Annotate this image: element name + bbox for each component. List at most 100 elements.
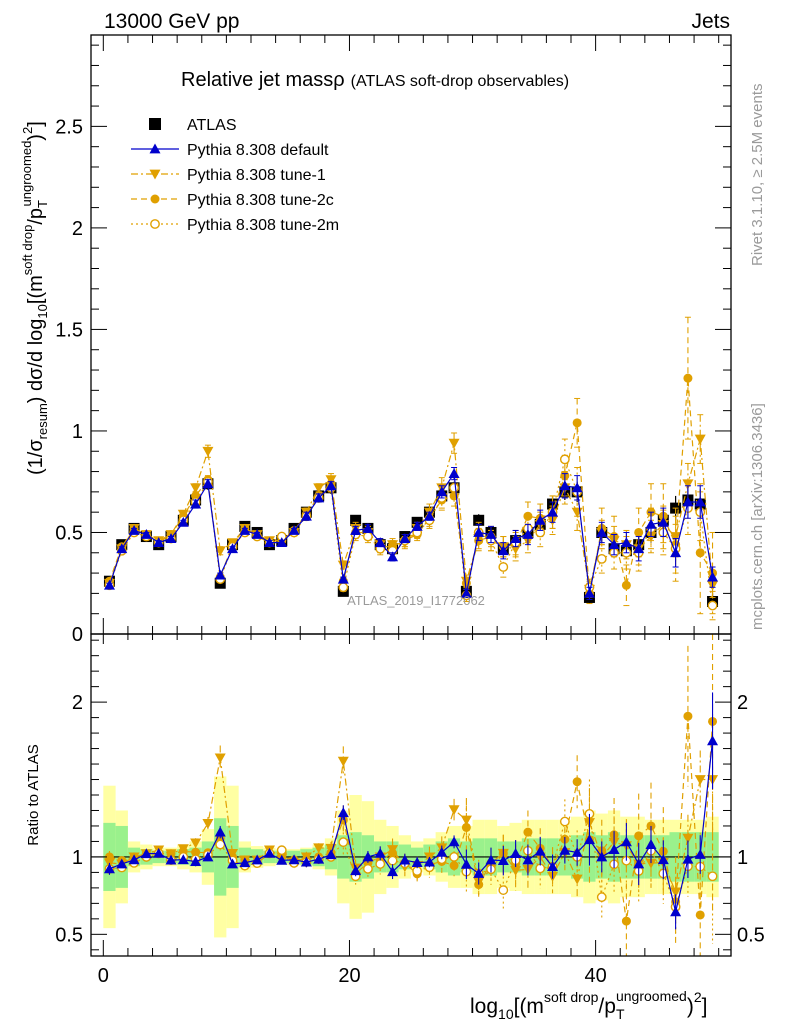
series-0-point bbox=[128, 524, 140, 535]
series-0-ratio-point bbox=[608, 844, 620, 854]
legend-marker-series-1 bbox=[149, 169, 161, 180]
y-tick-label: 2 bbox=[72, 218, 83, 240]
legend-marker-atlas bbox=[149, 118, 161, 130]
series-0-point bbox=[325, 480, 337, 491]
series-0-ratio-point bbox=[645, 839, 657, 849]
series-3-point bbox=[363, 531, 373, 542]
ylabel-part-e: ) bbox=[25, 134, 47, 141]
series-0-ratio-point bbox=[436, 846, 448, 857]
series-0-point bbox=[596, 526, 608, 537]
series-0-point bbox=[423, 510, 435, 521]
header-left: 13000 GeV pp bbox=[104, 10, 239, 33]
series-0-point bbox=[190, 498, 202, 509]
xlabel-part-d: ) bbox=[687, 995, 694, 1018]
y-tick-label: 1.5 bbox=[55, 319, 83, 341]
series-0-ratio-point bbox=[153, 847, 165, 858]
series-0-point bbox=[153, 537, 165, 548]
series-2-ratio-point bbox=[621, 916, 631, 926]
ratio-y-tick-label: 2 bbox=[72, 692, 83, 714]
series-0-ratio-point bbox=[485, 854, 497, 865]
series-0-point bbox=[571, 482, 583, 493]
series-0-ratio-point bbox=[387, 866, 399, 877]
series-0-point bbox=[300, 510, 312, 521]
series-1-ratio-point bbox=[337, 756, 349, 767]
series-2-point bbox=[621, 580, 631, 590]
series-0-ratio-point bbox=[227, 858, 239, 869]
series-0-point bbox=[411, 520, 423, 531]
series-0-ratio-point bbox=[460, 858, 472, 869]
series-0-point bbox=[694, 496, 706, 507]
series-1-point bbox=[313, 483, 325, 494]
ratio-panel-frame bbox=[91, 634, 731, 956]
series-0-ratio-point bbox=[670, 906, 682, 917]
xlabel-part-a: log bbox=[470, 995, 498, 1018]
legend-label-series-1: Pythia 8.308 tune-1 bbox=[187, 167, 326, 184]
series-0-point bbox=[116, 543, 128, 554]
series-0-point bbox=[276, 537, 288, 548]
analysis-watermark: ATLAS_2019_I1772062 bbox=[347, 593, 485, 608]
series-0-point bbox=[374, 537, 386, 548]
series-2-ratio-point bbox=[683, 711, 693, 721]
y-tick-label: 0.5 bbox=[55, 522, 83, 544]
series-1-ratio-point bbox=[214, 753, 226, 764]
series-2-point bbox=[683, 373, 693, 383]
series-1-ratio-point bbox=[313, 843, 325, 854]
series-1-ratio-point bbox=[190, 838, 202, 849]
ratio-y-tick-label: 0.5 bbox=[55, 924, 83, 946]
series-0-ratio-point bbox=[190, 856, 202, 867]
ylabel-part-f: ] bbox=[25, 121, 47, 127]
series-0-ratio-point bbox=[128, 854, 140, 865]
series-1-ratio-point bbox=[202, 819, 214, 829]
mcplots-label: mcplots.cern.ch [arXiv:1306.3436] bbox=[749, 403, 766, 630]
ylabel-part-d-sup: ungroomed bbox=[19, 141, 34, 207]
axis-ticks: 0 20 40 0 0.5 1 1.5 2 2.5 0.5 0.5 1 1 2 2 bbox=[55, 35, 765, 987]
series-0-ratio-point bbox=[510, 848, 522, 858]
series-0-point bbox=[608, 539, 620, 550]
series-0-point bbox=[657, 516, 669, 527]
main-y-axis-label: (1/σresum) dσ/d log10[(msoft drop/pTungr… bbox=[19, 121, 50, 475]
series-0-point bbox=[485, 529, 497, 539]
series-0-point bbox=[460, 587, 472, 598]
series-1-ratio-point bbox=[571, 874, 583, 885]
xlabel-part-d-sup: 2 bbox=[694, 989, 702, 1005]
xlabel-part-c-sup: ungroomed bbox=[616, 988, 687, 1004]
series-0-point bbox=[177, 516, 189, 527]
ylabel-part-b: ) dσ/d log bbox=[25, 319, 47, 404]
series-1-ratio-point bbox=[694, 775, 706, 786]
series-0-ratio-point bbox=[103, 863, 115, 874]
main-panel-frame bbox=[91, 35, 731, 634]
series-0-point bbox=[337, 573, 349, 584]
series-1-point bbox=[670, 532, 682, 543]
series-0-point bbox=[682, 496, 694, 507]
series-1-ratio-line bbox=[109, 757, 713, 894]
series-0-point bbox=[522, 529, 534, 539]
series-0-point bbox=[227, 543, 239, 554]
series-0-point bbox=[239, 524, 251, 535]
ylabel-part-c-sup: soft drop bbox=[20, 225, 35, 276]
series-0-ratio-point bbox=[337, 807, 349, 818]
series-0-ratio-point bbox=[350, 865, 362, 876]
legend-label-series-2: Pythia 8.308 tune-2c bbox=[187, 192, 334, 209]
series-3-point bbox=[498, 562, 509, 572]
series-0-ratio-point bbox=[547, 861, 559, 871]
series-0-point bbox=[448, 468, 460, 478]
series-0-ratio-point bbox=[214, 826, 226, 837]
series-3-point bbox=[596, 553, 607, 564]
ylabel-part-b-sub: 10 bbox=[35, 304, 50, 318]
series-0-point bbox=[497, 545, 509, 556]
ratio-series-layer bbox=[103, 634, 719, 956]
xlabel-part-b-sup: soft drop bbox=[544, 989, 599, 1005]
series-0-ratio-point bbox=[399, 854, 411, 865]
series-3-ratio-point bbox=[375, 859, 386, 869]
series-0-ratio-point bbox=[263, 847, 275, 858]
series-0-point bbox=[350, 524, 362, 535]
series-0-ratio-point bbox=[116, 858, 128, 869]
ylabel-part-c: [(m bbox=[25, 275, 47, 304]
ylabel-part-a: (1/σ bbox=[25, 439, 47, 475]
series-2-ratio-point bbox=[461, 822, 471, 832]
series-1-point bbox=[694, 434, 706, 445]
main-series-layer bbox=[103, 316, 719, 621]
series-0-ratio-point bbox=[288, 854, 300, 865]
series-0-ratio-point bbox=[473, 868, 485, 878]
series-0-point bbox=[387, 551, 399, 562]
